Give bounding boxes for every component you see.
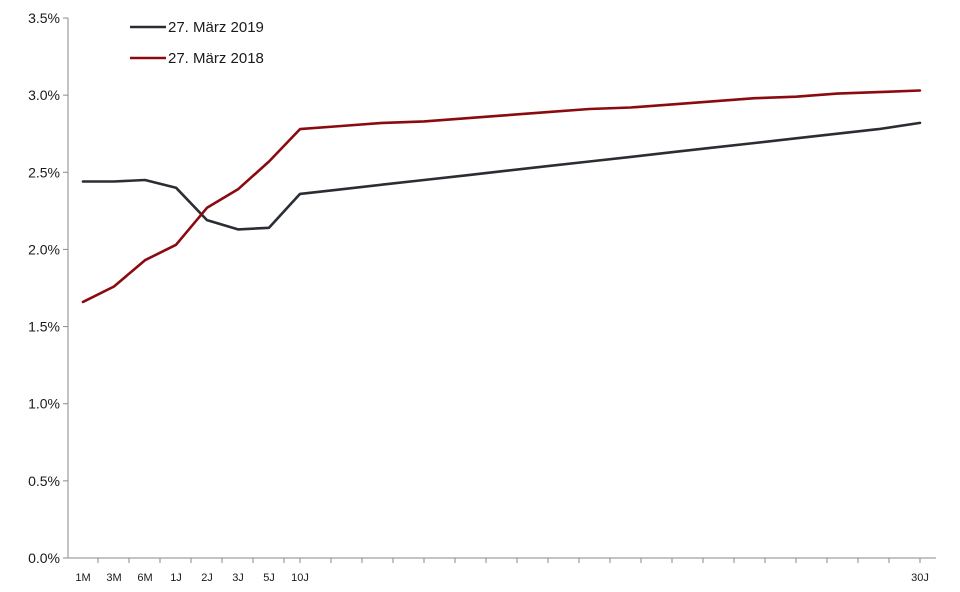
x-tick-label: 1M xyxy=(75,572,90,584)
x-tick-label: 3J xyxy=(232,572,244,584)
y-tick-label: 3.5% xyxy=(28,10,60,26)
y-tick-label: 0.0% xyxy=(28,550,60,566)
y-axis: 0.0% 0.5% 1.0% 1.5% 2.0% 2.5% 3.0% 3.5% xyxy=(28,10,69,566)
y-tick-label: 3.0% xyxy=(28,87,60,103)
y-tick-label: 1.5% xyxy=(28,319,60,335)
y-tick-label: 0.5% xyxy=(28,473,60,489)
x-axis: 1M 3M 6M 1J 2J 3J 5J 10J 30J xyxy=(68,557,936,584)
x-tick-label: 1J xyxy=(170,572,182,584)
y-tick-label: 2.5% xyxy=(28,164,60,180)
x-tick-label: 10J xyxy=(291,572,309,584)
legend-label: 27. März 2019 xyxy=(168,19,264,36)
legend: 27. März 2019 27. März 2018 xyxy=(130,19,264,67)
x-tick-label: 5J xyxy=(263,572,275,584)
y-tick-label: 2.0% xyxy=(28,241,60,257)
x-tick-label: 6M xyxy=(137,572,152,584)
legend-label: 27. März 2018 xyxy=(168,50,264,67)
x-tick-label: 30J xyxy=(911,572,929,584)
series-line-2019 xyxy=(81,121,922,231)
y-tick-label: 1.0% xyxy=(28,396,60,412)
x-tick-label: 3M xyxy=(106,572,121,584)
series-line-2018 xyxy=(81,89,922,304)
x-tick-label: 2J xyxy=(201,572,213,584)
series-layer xyxy=(81,89,922,304)
